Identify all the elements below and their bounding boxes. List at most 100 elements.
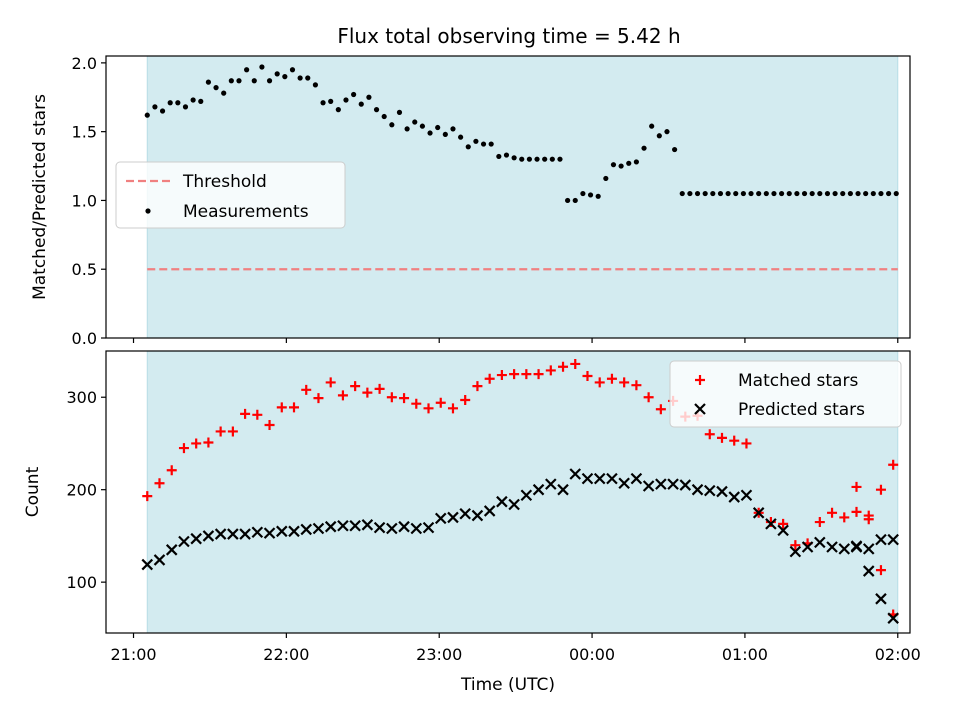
y-tick-label: 0.0 [72, 329, 97, 348]
measurement-point [289, 67, 296, 73]
measurement-point [786, 190, 792, 197]
measurement-point [817, 190, 823, 197]
predicted-star-point [324, 520, 337, 533]
matched-star-point [582, 370, 593, 381]
y-tick-label: 0.5 [72, 260, 97, 279]
measurement-point [580, 190, 586, 197]
legend: Threshold Measurements [115, 161, 346, 229]
measurement-point [488, 141, 494, 147]
predicted-star-point [276, 525, 288, 538]
x-tick-label: 01:00 [722, 645, 768, 664]
predicted-star-point [288, 525, 300, 538]
predicted-star-point [826, 541, 838, 553]
predicted-star-point [838, 543, 851, 555]
measurement-point [266, 78, 273, 84]
predicted-star-point [239, 528, 251, 540]
measurement-point [801, 190, 808, 197]
predicted-star-point [777, 524, 789, 537]
matched-star-point [325, 377, 336, 388]
matched-star-point [411, 398, 422, 409]
matched-star-point [362, 387, 373, 398]
measurement-point [771, 190, 777, 197]
measurement-point [213, 85, 219, 91]
measurement-point [159, 108, 166, 114]
matched-star-point [337, 390, 348, 401]
measurement-point [863, 190, 869, 197]
matched-star-point [729, 435, 740, 446]
y-tick-label: 100 [66, 573, 97, 592]
y-tick-label: 2.0 [72, 54, 97, 73]
measurement-point [511, 155, 517, 161]
measurement-point [656, 133, 662, 139]
matched-star-point [178, 443, 189, 454]
matched-star-point [289, 402, 300, 413]
measurement-point [870, 190, 876, 197]
measurement-point [519, 156, 525, 162]
predicted-star-point [752, 507, 765, 519]
measurement-point [633, 159, 639, 165]
measurement-point [679, 190, 685, 197]
matched-star-point [594, 377, 605, 388]
matched-star-point [814, 517, 825, 528]
predicted-star-point [593, 472, 606, 485]
matched-star-point [655, 404, 666, 415]
predicted-star-point [214, 528, 227, 540]
predicted-star-point [251, 526, 264, 538]
matched-star-point [875, 565, 886, 576]
predicted-star-point [520, 489, 533, 502]
measurement-point [198, 98, 204, 104]
measurement-point [320, 100, 326, 106]
measurement-point [221, 90, 227, 96]
measurement-point [832, 190, 838, 197]
matched-star-point [203, 437, 214, 448]
predicted-star-point [496, 495, 508, 508]
measurement-point [366, 94, 372, 100]
predicted-star-point [471, 509, 484, 522]
bottom-panel: 100 200 300 21:00 22:00 23:00 00:00 01:00 02:00 C… [23, 350, 921, 664]
predicted-star-point [569, 468, 582, 480]
predicted-star-point [667, 478, 679, 490]
measurement-point [152, 104, 158, 110]
predicted-star-point [728, 491, 740, 503]
measurement-point [748, 190, 754, 197]
measurement-point [725, 190, 731, 197]
x-tick-label: 21:00 [110, 645, 156, 664]
measurement-point [473, 138, 479, 144]
legend-predicted-swatch [694, 403, 706, 415]
predicted-star-point [459, 507, 471, 520]
matched-star-point [606, 373, 617, 384]
measurement-point [450, 126, 456, 132]
measurement-point [228, 78, 234, 84]
matched-star-point [851, 506, 862, 517]
measurement-point [305, 75, 311, 81]
measurement-point [847, 190, 853, 197]
axes-frame [105, 350, 911, 634]
predicted-star-point [801, 541, 814, 553]
measurement-point [641, 145, 647, 151]
measurement-point [282, 74, 288, 80]
measurement-point [442, 131, 448, 138]
measurement-point [618, 163, 624, 169]
measurement-point [649, 123, 655, 129]
matched-star-point [851, 481, 862, 492]
measurement-point [427, 130, 433, 136]
measurement-point [794, 190, 800, 197]
measurement-point [610, 162, 617, 168]
measurement-point [358, 101, 364, 107]
measurement-point [259, 64, 265, 70]
predicted-star-point [447, 511, 459, 524]
measurement-point [626, 160, 632, 166]
measurement-point [381, 113, 387, 120]
predicted-star-point [434, 512, 447, 525]
y-tick-label: 300 [66, 388, 97, 407]
matched-star-point [839, 512, 850, 523]
matched-star-point [643, 392, 654, 403]
matched-star-point [570, 358, 581, 369]
legend: Matched stars Predicted stars [669, 360, 902, 428]
measurement-point [809, 190, 815, 197]
predicted-star-point [508, 498, 520, 511]
x-tick-label: 02:00 [875, 645, 921, 664]
x-axis-label: Time (UTC) [460, 675, 555, 695]
predicted-star-point [300, 523, 313, 536]
matched-star-point [704, 429, 715, 440]
